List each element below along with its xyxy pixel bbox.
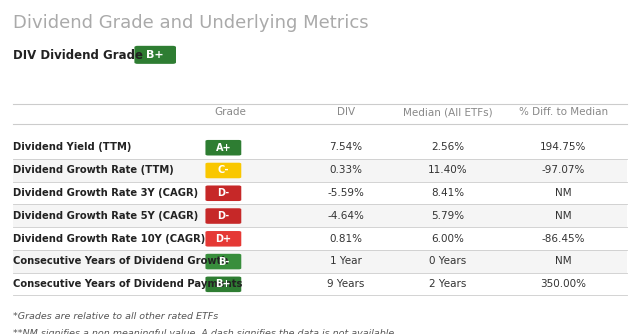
FancyBboxPatch shape [205, 208, 241, 224]
Text: 1 Year: 1 Year [330, 256, 362, 266]
Text: Consecutive Years of Dividend Payments: Consecutive Years of Dividend Payments [13, 279, 242, 289]
Text: NM: NM [555, 256, 572, 266]
Text: 8.41%: 8.41% [431, 188, 465, 198]
Text: Dividend Growth Rate (TTM): Dividend Growth Rate (TTM) [13, 165, 173, 175]
FancyBboxPatch shape [205, 231, 241, 246]
Text: D+: D+ [215, 234, 232, 244]
FancyBboxPatch shape [134, 46, 176, 64]
FancyBboxPatch shape [13, 159, 627, 182]
Text: NM: NM [555, 211, 572, 221]
Text: % Diff. to Median: % Diff. to Median [518, 108, 608, 118]
Text: 6.00%: 6.00% [431, 233, 465, 243]
Text: 2 Years: 2 Years [429, 279, 467, 289]
Text: 9 Years: 9 Years [327, 279, 364, 289]
Text: 194.75%: 194.75% [540, 142, 586, 152]
Text: 2.56%: 2.56% [431, 142, 465, 152]
Text: Dividend Growth Rate 5Y (CAGR): Dividend Growth Rate 5Y (CAGR) [13, 211, 198, 221]
Text: B+: B+ [147, 50, 164, 60]
Text: D-: D- [218, 211, 229, 221]
Text: 11.40%: 11.40% [428, 165, 468, 175]
Text: 0 Years: 0 Years [429, 256, 467, 266]
Text: DIV: DIV [337, 108, 355, 118]
Text: -5.59%: -5.59% [327, 188, 364, 198]
Text: B+: B+ [216, 279, 231, 289]
FancyBboxPatch shape [205, 163, 241, 178]
Text: Dividend Grade and Underlying Metrics: Dividend Grade and Underlying Metrics [13, 14, 369, 32]
FancyBboxPatch shape [13, 204, 627, 227]
Text: Dividend Yield (TTM): Dividend Yield (TTM) [13, 142, 131, 152]
FancyBboxPatch shape [205, 254, 241, 269]
FancyBboxPatch shape [205, 185, 241, 201]
Text: Dividend Growth Rate 3Y (CAGR): Dividend Growth Rate 3Y (CAGR) [13, 188, 198, 198]
Text: 0.33%: 0.33% [329, 165, 362, 175]
Text: **NM signifies a non meaningful value. A dash signifies the data is not availabl: **NM signifies a non meaningful value. A… [13, 329, 397, 334]
Text: A+: A+ [216, 143, 231, 153]
Text: 7.54%: 7.54% [329, 142, 362, 152]
Text: 350.00%: 350.00% [540, 279, 586, 289]
Text: B-: B- [218, 257, 229, 267]
Text: 5.79%: 5.79% [431, 211, 465, 221]
Text: Dividend Growth Rate 10Y (CAGR): Dividend Growth Rate 10Y (CAGR) [13, 233, 205, 243]
FancyBboxPatch shape [205, 277, 241, 292]
Text: -4.64%: -4.64% [327, 211, 364, 221]
Text: -86.45%: -86.45% [541, 233, 585, 243]
Text: -97.07%: -97.07% [541, 165, 585, 175]
Text: *Grades are relative to all other rated ETFs: *Grades are relative to all other rated … [13, 312, 218, 321]
Text: NM: NM [555, 188, 572, 198]
Text: DIV Dividend Grade: DIV Dividend Grade [13, 49, 143, 62]
Text: 0.81%: 0.81% [329, 233, 362, 243]
FancyBboxPatch shape [13, 250, 627, 273]
Text: Median (All ETFs): Median (All ETFs) [403, 108, 493, 118]
Text: Grade: Grade [214, 108, 246, 118]
FancyBboxPatch shape [205, 140, 241, 156]
Text: Consecutive Years of Dividend Growth: Consecutive Years of Dividend Growth [13, 256, 228, 266]
Text: C-: C- [218, 165, 229, 175]
Text: D-: D- [218, 188, 229, 198]
